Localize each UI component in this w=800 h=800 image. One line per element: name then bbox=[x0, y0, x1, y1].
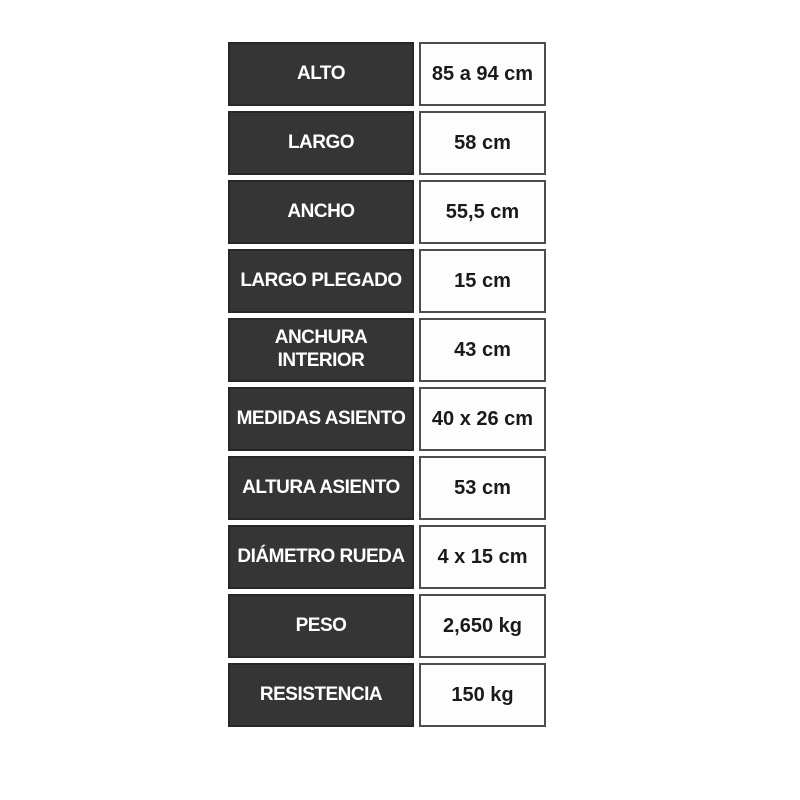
spec-label: RESISTENCIA bbox=[259, 683, 383, 705]
spec-value: 58 cm bbox=[454, 132, 511, 154]
spec-label-cell: PESO bbox=[228, 594, 414, 658]
spec-label: DIÁMETRO RUEDA bbox=[237, 545, 405, 567]
spec-value-cell: 2,650 kg bbox=[419, 594, 546, 658]
spec-label-cell: ANCHO bbox=[228, 180, 414, 244]
spec-value: 53 cm bbox=[454, 477, 511, 499]
spec-value: 2,650 kg bbox=[443, 615, 522, 637]
spec-label: ANCHURA INTERIOR bbox=[274, 327, 368, 371]
spec-value: 15 cm bbox=[454, 270, 511, 292]
spec-label: LARGO bbox=[287, 131, 355, 153]
spec-value-cell: 55,5 cm bbox=[419, 180, 546, 244]
spec-label: LARGO PLEGADO bbox=[240, 269, 402, 291]
spec-label-cell: ALTO bbox=[228, 42, 414, 106]
spec-table: ALTO 85 a 94 cm LARGO 58 cm ANCHO 55,5 cm LARG… bbox=[228, 42, 546, 727]
spec-value: 55,5 cm bbox=[445, 201, 520, 223]
spec-label-cell: RESISTENCIA bbox=[228, 663, 414, 727]
spec-value: 43 cm bbox=[454, 339, 511, 361]
spec-value: 4 x 15 cm bbox=[437, 546, 528, 568]
spec-label: PESO bbox=[295, 614, 347, 636]
spec-value: 85 a 94 cm bbox=[431, 63, 534, 85]
spec-label: ANCHO bbox=[287, 200, 355, 222]
spec-label-cell: ANCHURA INTERIOR bbox=[228, 318, 414, 382]
spec-value: 150 kg bbox=[451, 684, 514, 706]
spec-value-cell: 4 x 15 cm bbox=[419, 525, 546, 589]
spec-label: MEDIDAS ASIENTO bbox=[236, 407, 406, 429]
spec-value-cell: 85 a 94 cm bbox=[419, 42, 546, 106]
spec-label-cell: LARGO bbox=[228, 111, 414, 175]
spec-value: 40 x 26 cm bbox=[431, 408, 534, 430]
spec-label: ALTURA ASIENTO bbox=[242, 476, 400, 498]
spec-label-cell: LARGO PLEGADO bbox=[228, 249, 414, 313]
spec-label-cell: ALTURA ASIENTO bbox=[228, 456, 414, 520]
spec-label: ALTO bbox=[297, 62, 345, 84]
spec-label-cell: DIÁMETRO RUEDA bbox=[228, 525, 414, 589]
spec-value-cell: 58 cm bbox=[419, 111, 546, 175]
spec-value-cell: 40 x 26 cm bbox=[419, 387, 546, 451]
spec-value-cell: 43 cm bbox=[419, 318, 546, 382]
spec-value-cell: 150 kg bbox=[419, 663, 546, 727]
spec-label-cell: MEDIDAS ASIENTO bbox=[228, 387, 414, 451]
spec-value-cell: 15 cm bbox=[419, 249, 546, 313]
spec-value-cell: 53 cm bbox=[419, 456, 546, 520]
